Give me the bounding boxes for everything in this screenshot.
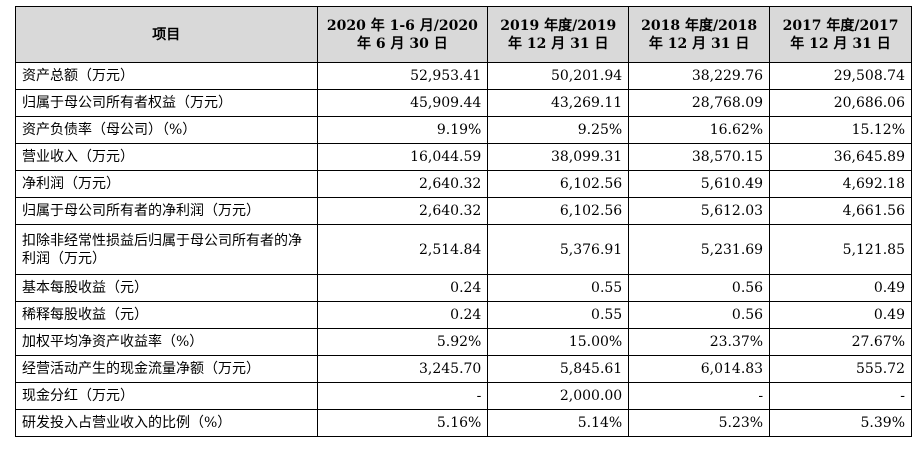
cell-value: 28,768.09 bbox=[628, 89, 771, 117]
cell-value: 38,570.15 bbox=[628, 143, 771, 171]
cell-value: 27.67% bbox=[769, 328, 912, 356]
cell-value: 5.23% bbox=[628, 409, 771, 437]
cell-value: 50,201.94 bbox=[487, 62, 630, 90]
cell-value: 43,269.11 bbox=[487, 89, 630, 117]
row-label: 资产负债率（母公司）（%） bbox=[15, 116, 318, 144]
row-label: 基本每股收益（元） bbox=[15, 274, 318, 302]
row-label: 研发投入占营业收入的比例（%） bbox=[15, 409, 318, 437]
cell-value: 555.72 bbox=[769, 355, 912, 383]
cell-value: 5.16% bbox=[316, 409, 489, 437]
header-2020h1: 2020 年 1-6 月/2020 年 6 月 30 日 bbox=[316, 6, 489, 63]
cell-value: 5,231.69 bbox=[628, 224, 771, 275]
header-2019: 2019 年度/2019 年 12 月 31 日 bbox=[487, 6, 630, 63]
cell-value: 5,121.85 bbox=[769, 224, 912, 275]
cell-value: 0.56 bbox=[628, 301, 771, 329]
cell-value: 0.24 bbox=[316, 301, 489, 329]
cell-value: 9.25% bbox=[487, 116, 630, 144]
cell-value: 38,099.31 bbox=[487, 143, 630, 171]
header-2017: 2017 年度/2017 年 12 月 31 日 bbox=[769, 6, 912, 63]
cell-value: 0.55 bbox=[487, 274, 630, 302]
table-row: 稀释每股收益（元） 0.24 0.55 0.56 0.49 bbox=[15, 301, 912, 329]
row-label: 稀释每股收益（元） bbox=[15, 301, 318, 329]
cell-value: - bbox=[316, 382, 489, 410]
table-row: 经营活动产生的现金流量净额（万元） 3,245.70 5,845.61 6,01… bbox=[15, 355, 912, 383]
cell-value: 2,640.32 bbox=[316, 170, 489, 198]
cell-value: 9.19% bbox=[316, 116, 489, 144]
cell-value: 15.12% bbox=[769, 116, 912, 144]
row-label: 加权平均净资产收益率（%） bbox=[15, 328, 318, 356]
cell-value: 6,102.56 bbox=[487, 197, 630, 225]
cell-value: 2,514.84 bbox=[316, 224, 489, 275]
table-row: 资产负债率（母公司）（%） 9.19% 9.25% 16.62% 15.12% bbox=[15, 116, 912, 144]
row-label: 归属于母公司所有者权益（万元） bbox=[15, 89, 318, 117]
cell-value: 0.24 bbox=[316, 274, 489, 302]
cell-value: 0.49 bbox=[769, 301, 912, 329]
table-row: 净利润（万元） 2,640.32 6,102.56 5,610.49 4,692… bbox=[15, 170, 912, 198]
cell-value: - bbox=[769, 382, 912, 410]
header-row: 项目 2020 年 1-6 月/2020 年 6 月 30 日 2019 年度/2… bbox=[15, 6, 912, 63]
cell-value: - bbox=[628, 382, 771, 410]
cell-value: 0.56 bbox=[628, 274, 771, 302]
row-label: 资产总额（万元） bbox=[15, 62, 318, 90]
table-row: 归属于母公司所有者权益（万元） 45,909.44 43,269.11 28,7… bbox=[15, 89, 912, 117]
table-row: 营业收入（万元） 16,044.59 38,099.31 38,570.15 3… bbox=[15, 143, 912, 171]
row-label: 现金分红（万元） bbox=[15, 382, 318, 410]
cell-value: 52,953.41 bbox=[316, 62, 489, 90]
cell-value: 16.62% bbox=[628, 116, 771, 144]
cell-value: 38,229.76 bbox=[628, 62, 771, 90]
cell-value: 2,640.32 bbox=[316, 197, 489, 225]
row-label: 扣除非经常性损益后归属于母公司所有者的净利润（万元） bbox=[15, 224, 318, 275]
cell-value: 5.92% bbox=[316, 328, 489, 356]
cell-value: 20,686.06 bbox=[769, 89, 912, 117]
row-label: 净利润（万元） bbox=[15, 170, 318, 198]
row-label: 经营活动产生的现金流量净额（万元） bbox=[15, 355, 318, 383]
cell-value: 36,645.89 bbox=[769, 143, 912, 171]
table-row: 研发投入占营业收入的比例（%） 5.16% 5.14% 5.23% 5.39% bbox=[15, 409, 912, 437]
cell-value: 4,661.56 bbox=[769, 197, 912, 225]
table-row: 归属于母公司所有者的净利润（万元） 2,640.32 6,102.56 5,61… bbox=[15, 197, 912, 225]
cell-value: 4,692.18 bbox=[769, 170, 912, 198]
cell-value: 5,610.49 bbox=[628, 170, 771, 198]
cell-value: 29,508.74 bbox=[769, 62, 912, 90]
table-row: 扣除非经常性损益后归属于母公司所有者的净利润（万元） 2,514.84 5,37… bbox=[15, 224, 912, 275]
table-row: 现金分红（万元） - 2,000.00 - - bbox=[15, 382, 912, 410]
table-row: 加权平均净资产收益率（%） 5.92% 15.00% 23.37% 27.67% bbox=[15, 328, 912, 356]
cell-value: 5,376.91 bbox=[487, 224, 630, 275]
table-row: 基本每股收益（元） 0.24 0.55 0.56 0.49 bbox=[15, 274, 912, 302]
header-item: 项目 bbox=[15, 6, 318, 63]
cell-value: 5,612.03 bbox=[628, 197, 771, 225]
cell-value: 15.00% bbox=[487, 328, 630, 356]
cell-value: 3,245.70 bbox=[316, 355, 489, 383]
cell-value: 5,845.61 bbox=[487, 355, 630, 383]
financial-summary-table: 项目 2020 年 1-6 月/2020 年 6 月 30 日 2019 年度/2… bbox=[15, 6, 912, 437]
cell-value: 5.39% bbox=[769, 409, 912, 437]
row-label: 营业收入（万元） bbox=[15, 143, 318, 171]
header-2018: 2018 年度/2018 年 12 月 31 日 bbox=[628, 6, 771, 63]
cell-value: 0.49 bbox=[769, 274, 912, 302]
cell-value: 2,000.00 bbox=[487, 382, 630, 410]
cell-value: 16,044.59 bbox=[316, 143, 489, 171]
cell-value: 5.14% bbox=[487, 409, 630, 437]
cell-value: 0.55 bbox=[487, 301, 630, 329]
cell-value: 6,102.56 bbox=[487, 170, 630, 198]
cell-value: 6,014.83 bbox=[628, 355, 771, 383]
cell-value: 45,909.44 bbox=[316, 89, 489, 117]
table-row: 资产总额（万元） 52,953.41 50,201.94 38,229.76 2… bbox=[15, 62, 912, 90]
cell-value: 23.37% bbox=[628, 328, 771, 356]
row-label: 归属于母公司所有者的净利润（万元） bbox=[15, 197, 318, 225]
